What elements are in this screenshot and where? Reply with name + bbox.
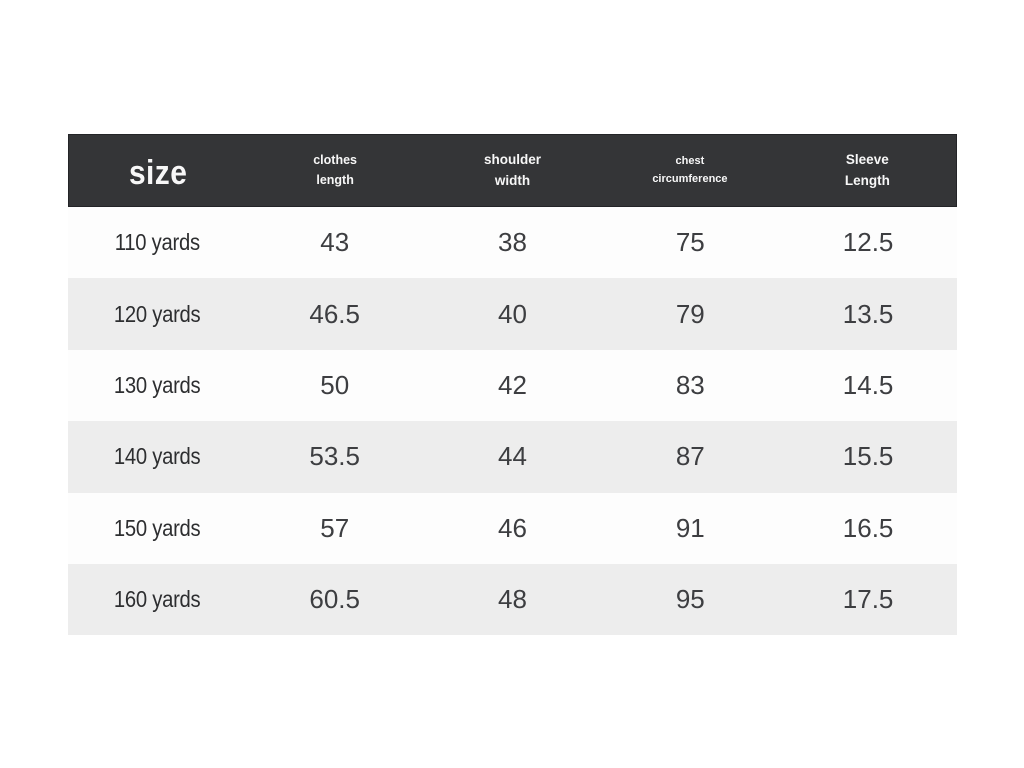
table-row: 150 yards 57 46 91 16.5 (68, 492, 957, 564)
size-cell: 160 yards (113, 586, 201, 613)
header-line: chest (675, 155, 705, 168)
sleeve-length-cell: 15.5 (842, 441, 894, 472)
shoulder-width-cell: 42 (498, 369, 527, 400)
clothes-length-cell: 60.5 (309, 584, 360, 615)
table-row: 160 yards 60.5 48 95 17.5 (68, 563, 957, 636)
header-size: size (69, 141, 246, 200)
table-row: 140 yards 53.5 44 87 15.5 (68, 421, 957, 493)
clothes-length-cell: 57 (320, 512, 350, 543)
size-chart-table: size clothes length shoulder width chest… (68, 134, 957, 636)
header-sleeve-length: Sleeve Length (779, 150, 956, 192)
sleeve-length-cell: 12.5 (842, 227, 894, 258)
sleeve-length-cell: 17.5 (842, 584, 894, 615)
clothes-length-cell: 43 (320, 227, 350, 258)
table-row: 120 yards 46.5 40 79 13.5 (68, 278, 957, 350)
shoulder-width-cell: 40 (498, 298, 527, 329)
sleeve-length-cell: 16.5 (842, 512, 894, 543)
chest-circumference-cell: 79 (675, 298, 705, 329)
header-shoulder-width: shoulder width (424, 150, 601, 192)
header-line: circumference (652, 172, 728, 185)
header-line: Sleeve (845, 151, 889, 167)
sleeve-length-cell: 14.5 (842, 369, 894, 400)
shoulder-width-cell: 44 (498, 441, 527, 472)
chest-circumference-cell: 83 (675, 369, 705, 400)
sleeve-length-cell: 13.5 (842, 298, 894, 329)
chest-circumference-cell: 95 (675, 584, 705, 615)
clothes-length-cell: 50 (320, 369, 350, 400)
chest-circumference-cell: 75 (675, 227, 705, 258)
header-line: shoulder (484, 151, 542, 167)
header-size-label: size (128, 154, 187, 193)
clothes-length-cell: 46.5 (309, 298, 360, 329)
shoulder-width-cell: 38 (498, 227, 527, 258)
header-clothes-length: clothes length (246, 151, 423, 190)
header-chest-circumference: chest circumference (601, 153, 778, 187)
size-cell: 150 yards (113, 514, 201, 541)
table-row: 130 yards 50 42 83 14.5 (68, 349, 957, 422)
size-cell: 140 yards (113, 443, 201, 470)
header-line: length (316, 172, 354, 187)
size-cell: 110 yards (114, 229, 200, 256)
size-cell: 130 yards (113, 371, 201, 398)
header-line: Length (844, 172, 890, 188)
header-line: width (494, 172, 531, 188)
chest-circumference-cell: 91 (675, 512, 705, 543)
header-line: clothes (313, 153, 357, 168)
chest-circumference-cell: 87 (675, 441, 705, 472)
table-header-row: size clothes length shoulder width chest… (68, 134, 957, 207)
clothes-length-cell: 53.5 (309, 441, 360, 472)
table-row: 110 yards 43 38 75 12.5 (68, 207, 957, 279)
shoulder-width-cell: 46 (498, 512, 527, 543)
shoulder-width-cell: 48 (498, 584, 527, 615)
size-cell: 120 yards (113, 300, 201, 327)
